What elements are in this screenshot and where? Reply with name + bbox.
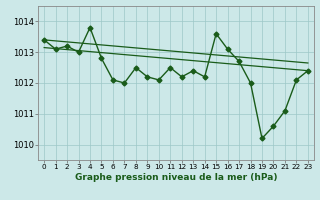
X-axis label: Graphe pression niveau de la mer (hPa): Graphe pression niveau de la mer (hPa) <box>75 173 277 182</box>
